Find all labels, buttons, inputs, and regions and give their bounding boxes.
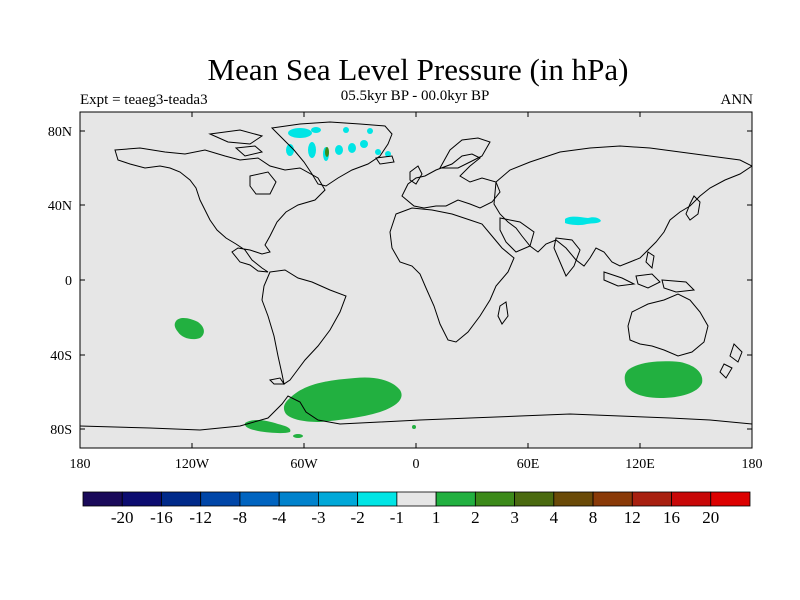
- axis-ticks: [79, 112, 753, 448]
- greenland-anomaly: [286, 127, 391, 161]
- colorbar-swatch: [710, 491, 751, 507]
- colorbar-label: -2: [351, 508, 365, 527]
- colorbar-swatch: [82, 491, 123, 507]
- colorbar-label: -8: [233, 508, 247, 527]
- colorbar-swatch: [200, 491, 241, 507]
- small-anomaly-2: [412, 425, 416, 429]
- x-tick-label: 60W: [290, 457, 318, 472]
- colorbar-label: -4: [272, 508, 287, 527]
- x-tick-label: 120W: [175, 457, 210, 472]
- y-tick-labels: 80N 40N 0 40S 80S: [48, 125, 72, 438]
- experiment-label: Expt = teaeg3-teada3: [80, 92, 208, 108]
- colorbar-label: -20: [111, 508, 134, 527]
- colorbar: [82, 491, 751, 507]
- colorbar-label: 2: [471, 508, 480, 527]
- small-anomaly-1: [293, 434, 303, 438]
- y-tick-label: 0: [65, 274, 72, 289]
- colorbar-swatch: [396, 491, 437, 507]
- coastlines: [80, 121, 752, 431]
- antarctic-anomaly: [244, 420, 291, 434]
- colorbar-label: 20: [702, 508, 719, 527]
- south-atlantic-anomaly: [283, 377, 402, 422]
- anomaly-shading: [174, 127, 703, 438]
- y-tick-label: 80N: [48, 125, 72, 140]
- x-tick-label: 120E: [625, 457, 655, 472]
- south-pacific-anomaly: [174, 318, 204, 340]
- colorbar-label: -3: [311, 508, 325, 527]
- south-australia-anomaly: [624, 361, 703, 398]
- colorbar-label: 12: [624, 508, 641, 527]
- x-tick-label: 180: [742, 457, 763, 472]
- map-background: [80, 112, 752, 448]
- colorbar-label: -12: [189, 508, 212, 527]
- x-tick-label: 60E: [517, 457, 540, 472]
- y-tick-label: 80S: [50, 423, 72, 438]
- colorbar-swatch: [435, 491, 476, 507]
- colorbar-label: -1: [390, 508, 404, 527]
- colorbar-swatch: [514, 491, 555, 507]
- plot-subtitle: 05.5kyr BP - 00.0kyr BP: [340, 88, 490, 104]
- y-tick-label: 40N: [48, 199, 72, 214]
- colorbar-labels: -20 -16 -12 -8 -4 -3 -2 -1 1 2 3 4 8 12 16 20: [111, 508, 719, 527]
- season-label: ANN: [720, 92, 754, 108]
- colorbar-swatch: [278, 491, 319, 507]
- x-tick-label: 180: [70, 457, 91, 472]
- colorbar-label: 1: [432, 508, 441, 527]
- colorbar-swatch: [357, 491, 398, 507]
- colorbar-label: 3: [510, 508, 519, 527]
- plot-title: Mean Sea Level Pressure (in hPa): [207, 52, 629, 87]
- colorbar-swatch: [592, 491, 633, 507]
- colorbar-swatch: [671, 491, 712, 507]
- x-tick-labels: 180 120W 60W 0 60E 120E 180: [70, 457, 763, 472]
- x-tick-label: 0: [413, 457, 420, 472]
- colorbar-label: 8: [589, 508, 598, 527]
- colorbar-swatch: [553, 491, 594, 507]
- colorbar-label: -16: [150, 508, 173, 527]
- colorbar-swatch: [474, 491, 515, 507]
- colorbar-swatch: [161, 491, 202, 507]
- colorbar-swatch: [121, 491, 162, 507]
- y-tick-label: 40S: [50, 349, 72, 364]
- colorbar-label: 4: [550, 508, 559, 527]
- colorbar-swatch: [318, 491, 359, 507]
- colorbar-swatch: [239, 491, 280, 507]
- tibet-anomaly: [565, 216, 601, 226]
- colorbar-swatch: [631, 491, 672, 507]
- colorbar-label: 16: [663, 508, 680, 527]
